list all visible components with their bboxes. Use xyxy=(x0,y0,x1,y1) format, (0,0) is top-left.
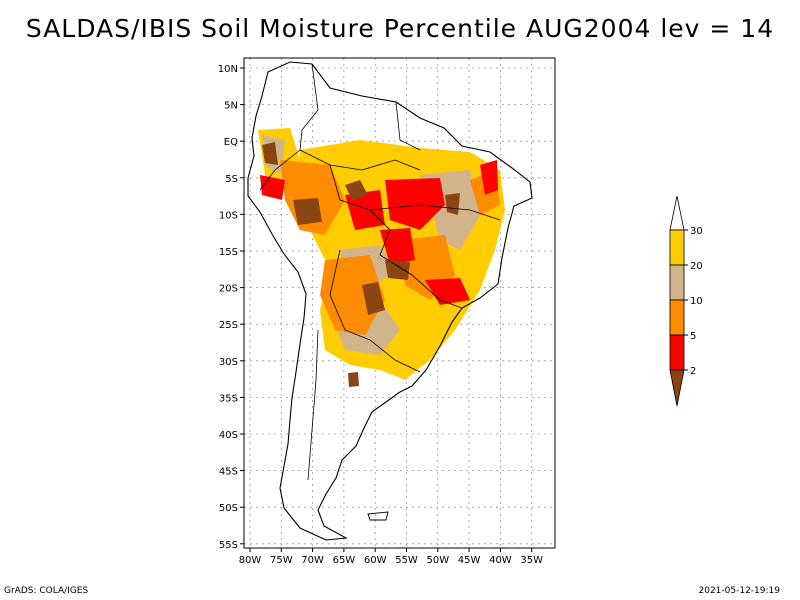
map-frame xyxy=(243,57,556,549)
colorbar-segment xyxy=(669,229,685,266)
shading-brown xyxy=(345,180,368,200)
map-title: SALDAS/IBIS Soil Moisture Percentile AUG… xyxy=(25,14,775,43)
country-border xyxy=(395,101,421,151)
colorbar-segment xyxy=(669,299,685,336)
shading-red xyxy=(380,228,415,265)
shading-brown xyxy=(348,372,359,387)
longitude-tick-label: 55W xyxy=(395,555,418,566)
country-border xyxy=(299,149,421,171)
latitude-tick-label: EQ xyxy=(224,137,238,148)
latitude-tick-label: 15S xyxy=(219,247,238,258)
shading-brown xyxy=(362,282,385,315)
colorbar-label: 2 xyxy=(690,366,696,377)
percentile-shading xyxy=(258,128,505,387)
falkland-islands xyxy=(367,511,389,521)
longitude-axis: 80W 75W 70W 65W 60W 55W 50W 45W 40W 35W xyxy=(239,548,543,566)
latitude-tick-label: 45S xyxy=(219,467,238,478)
longitude-tick-label: 80W xyxy=(239,555,262,566)
latitude-tick-label: 35S xyxy=(219,393,238,404)
latitude-tick-label: 10S xyxy=(219,210,238,221)
colorbar-segment xyxy=(669,195,685,231)
shading-brown xyxy=(385,260,410,280)
latitude-tick-label: 20S xyxy=(219,284,238,295)
latitude-tick-label: 30S xyxy=(219,357,238,368)
shading-red xyxy=(425,278,470,305)
colorbar-label: 10 xyxy=(690,296,703,307)
latitude-tick-label: 10N xyxy=(218,64,238,75)
colorbar-label: 30 xyxy=(690,226,703,237)
country-border xyxy=(379,254,463,309)
coastline-and-borders xyxy=(247,61,533,541)
colorbar-segment xyxy=(669,369,685,407)
country-border xyxy=(299,63,319,151)
latitude-tick-label: 55S xyxy=(219,540,238,551)
longitude-tick-label: 75W xyxy=(270,555,293,566)
colorbar-label: 5 xyxy=(690,331,696,342)
country-border xyxy=(259,149,301,191)
shading-orange xyxy=(320,255,385,335)
colorbar-segment xyxy=(669,264,685,301)
longitude-tick-label: 40W xyxy=(489,555,512,566)
continent-coastline xyxy=(247,61,533,541)
longitude-tick-label: 60W xyxy=(364,555,387,566)
colorbar-legend: 30 20 10 5 2 xyxy=(669,195,703,407)
country-border xyxy=(369,339,421,373)
shading-red xyxy=(480,160,498,195)
footer-credit: GrADS: COLA/IGES xyxy=(4,586,89,596)
country-border xyxy=(329,249,371,341)
footer-timestamp: 2021-05-12-19:19 xyxy=(698,586,781,596)
shading-red xyxy=(345,190,385,230)
longitude-tick-label: 35W xyxy=(520,555,543,566)
longitude-tick-label: 50W xyxy=(426,555,449,566)
country-border xyxy=(307,329,319,481)
shading-brown xyxy=(293,198,322,225)
latitude-tick-label: 40S xyxy=(219,430,238,441)
shading-brown xyxy=(445,193,460,215)
longitude-tick-label: 65W xyxy=(333,555,356,566)
shading-brown xyxy=(262,142,278,165)
latitude-tick-label: 25S xyxy=(219,320,238,331)
shading-red xyxy=(385,178,445,230)
latitude-tick-label: 5N xyxy=(224,101,238,112)
latitude-tick-label: 50S xyxy=(219,503,238,514)
longitude-tick-label: 45W xyxy=(458,555,481,566)
country-border xyxy=(369,204,501,221)
colorbar-segment xyxy=(669,334,685,371)
colorbar-label: 20 xyxy=(690,261,703,272)
longitude-tick-label: 70W xyxy=(301,555,324,566)
latitude-tick-label: 5S xyxy=(225,174,238,185)
latitude-axis: 10N 5N EQ 5S 10S 15S 20S 25S 30S 35S 40S 45S 50S 55S xyxy=(218,64,244,551)
